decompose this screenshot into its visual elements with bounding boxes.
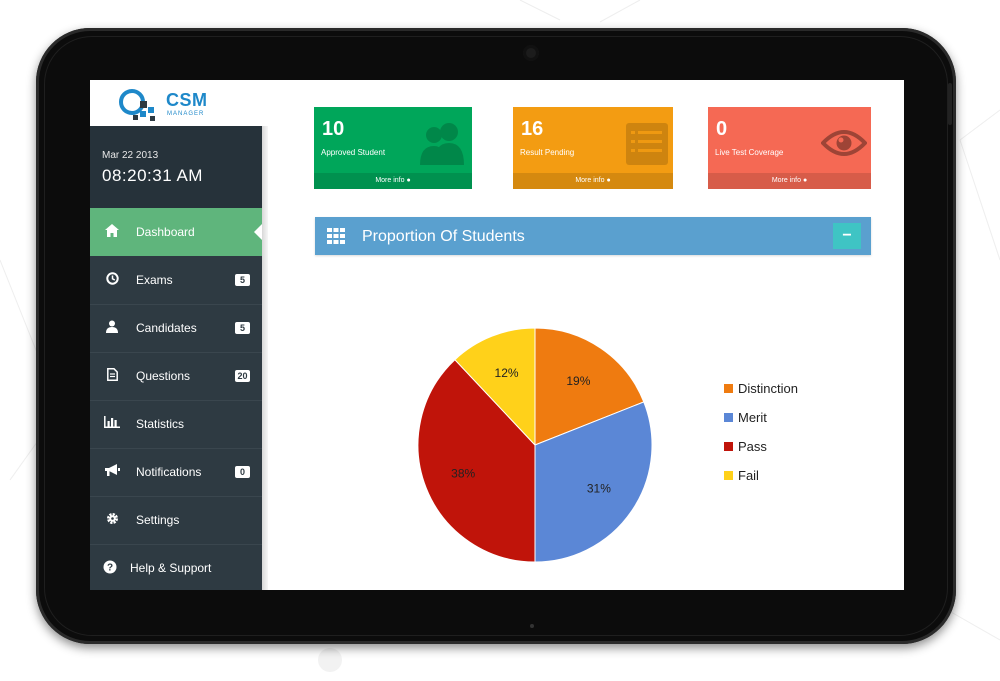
gear-icon xyxy=(104,512,120,528)
document-icon xyxy=(104,368,120,384)
screen: CSM MANAGER Mar 22 2013 08:20:31 AM Dash… xyxy=(90,80,904,590)
card-label: Approved Student xyxy=(321,148,386,157)
more-info-link[interactable]: More info ● xyxy=(708,173,871,189)
clock-icon xyxy=(104,272,120,288)
side-button xyxy=(948,83,952,125)
sidebar-item-help[interactable]: ? Help & Support xyxy=(90,544,262,590)
panel-title: Proportion Of Students xyxy=(362,228,525,245)
arrow-circle-icon: ● xyxy=(606,177,611,184)
approved-student-card[interactable]: 10 Approved Student More info ● xyxy=(314,107,472,189)
card-label: Result Pending xyxy=(520,148,575,157)
legend-swatch xyxy=(724,471,733,480)
clock-widget: Mar 22 2013 08:20:31 AM xyxy=(90,126,262,208)
sidebar-item-label: Candidates xyxy=(136,321,197,335)
count-badge: 20 xyxy=(235,370,250,382)
sidebar-item-label: Help & Support xyxy=(130,561,212,575)
sidebar-item-label: Statistics xyxy=(136,417,185,431)
clock-time: 08:20:31 AM xyxy=(102,166,203,185)
sidebar-item-statistics[interactable]: Statistics xyxy=(90,400,262,449)
pie-data-label: 19% xyxy=(566,374,590,388)
sidebar-item-candidates[interactable]: Candidates 5 xyxy=(90,304,262,353)
sidebar-item-label: Notifications xyxy=(136,465,202,479)
card-value: 0 xyxy=(716,118,728,140)
proportion-pie-chart: 19% 31% 38% 12% Distinction Merit Pass Fail xyxy=(417,327,798,563)
grid-icon xyxy=(327,228,345,244)
sidebar-item-label: Exams xyxy=(136,273,173,287)
sidebar-item-questions[interactable]: Questions 20 xyxy=(90,352,262,401)
logo[interactable]: CSM MANAGER xyxy=(90,80,262,126)
pie-slice-distinction xyxy=(534,327,645,446)
legend-label: Distinction xyxy=(738,381,798,396)
pie-data-label: 31% xyxy=(587,481,611,495)
result-pending-card[interactable]: 16 Result Pending More info ● xyxy=(513,107,673,189)
sidebar-divider xyxy=(262,126,268,590)
legend-swatch xyxy=(724,384,733,393)
arrow-circle-icon: ● xyxy=(406,177,411,184)
sidebar-item-settings[interactable]: Settings xyxy=(90,496,262,545)
more-info-label: More info xyxy=(375,177,405,184)
user-icon xyxy=(104,320,120,336)
megaphone-icon xyxy=(104,464,120,480)
proportion-panel-header: Proportion Of Students − xyxy=(315,217,871,255)
sidebar-item-label: Dashboard xyxy=(136,225,195,239)
card-label: Live Test Coverage xyxy=(715,148,784,157)
more-info-label: More info xyxy=(575,177,605,184)
camera-icon xyxy=(523,45,539,61)
sidebar-item-dashboard[interactable]: Dashboard xyxy=(90,208,262,256)
bar-chart-icon xyxy=(104,416,120,432)
more-info-link[interactable]: More info ● xyxy=(513,173,673,189)
count-badge: 0 xyxy=(235,466,250,478)
pie-slice-merit xyxy=(534,401,653,563)
clock-date: Mar 22 2013 xyxy=(102,150,159,161)
card-value: 16 xyxy=(521,118,544,140)
eye-icon xyxy=(821,130,867,156)
arrow-circle-icon: ● xyxy=(802,177,808,184)
sidebar: Mar 22 2013 08:20:31 AM Dashboard Exams … xyxy=(90,126,262,590)
sidebar-item-label: Settings xyxy=(136,513,180,527)
list-icon xyxy=(626,123,668,165)
more-info-label: More info xyxy=(771,177,801,184)
help-icon: ? xyxy=(102,560,118,576)
pie-slice-pass xyxy=(417,359,536,563)
logo-icon xyxy=(119,89,155,121)
card-value: 10 xyxy=(322,118,345,140)
sidebar-item-exams[interactable]: Exams 5 xyxy=(90,256,262,305)
legend-swatch xyxy=(724,442,733,451)
collapse-button[interactable]: − xyxy=(833,223,861,249)
logo-tagline: MANAGER xyxy=(167,111,205,117)
count-badge: 5 xyxy=(235,274,250,286)
pie-data-label: 12% xyxy=(495,366,519,380)
home-icon xyxy=(104,224,120,240)
pie-slice-fail xyxy=(454,327,536,447)
svg-text:?: ? xyxy=(107,563,113,574)
more-info-link[interactable]: More info ● xyxy=(314,173,472,189)
pie-data-label: 38% xyxy=(451,466,475,480)
users-icon xyxy=(420,123,464,165)
live-test-coverage-card[interactable]: 0 Live Test Coverage More info ● xyxy=(708,107,871,189)
legend-label: Pass xyxy=(738,439,767,454)
legend-label: Merit xyxy=(738,410,767,425)
sidebar-item-label: Questions xyxy=(136,369,191,383)
legend-label: Fail xyxy=(738,468,759,483)
logo-text: CSM xyxy=(166,90,208,110)
legend-swatch xyxy=(724,413,733,422)
sidebar-item-notifications[interactable]: Notifications 0 xyxy=(90,448,262,497)
count-badge: 5 xyxy=(235,322,250,334)
tablet-bezel xyxy=(44,36,948,636)
sensor-dot xyxy=(530,624,534,628)
